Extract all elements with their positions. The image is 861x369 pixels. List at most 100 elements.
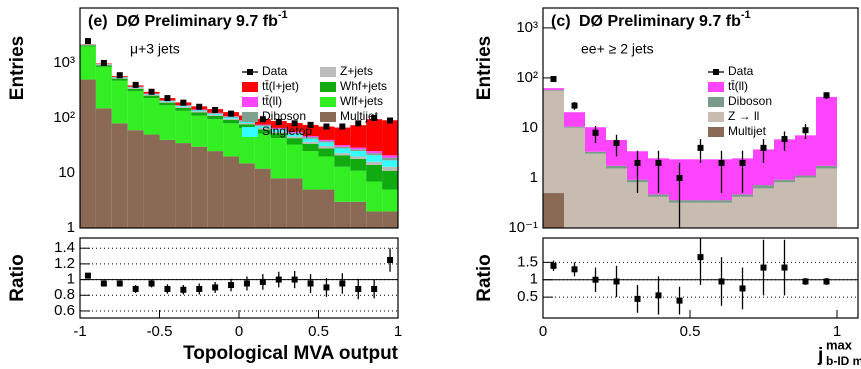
- bar-segment: [816, 165, 838, 169]
- bar-segment: [175, 106, 192, 107]
- bar-segment: [127, 88, 144, 91]
- bar-segment: [302, 137, 319, 139]
- bar-segment: [254, 133, 271, 169]
- bar-segment: [366, 211, 383, 228]
- bar-segment: [334, 155, 351, 167]
- bar-segment: [563, 126, 586, 128]
- bar-segment: [143, 94, 160, 96]
- bar-segment: [80, 44, 96, 46]
- data-point: [781, 136, 788, 143]
- bar-segment: [254, 127, 271, 130]
- legend-swatch: [242, 97, 258, 107]
- bar-segment: [774, 139, 795, 180]
- y-tick-label: 10⁻¹: [508, 219, 538, 236]
- bar-segment: [334, 201, 351, 228]
- data-point: [307, 121, 314, 128]
- bar-segment: [585, 151, 607, 154]
- bar-segment: [254, 129, 271, 134]
- legend-label: Data: [728, 64, 754, 78]
- bar-segment: [223, 156, 239, 228]
- bar-segment: [239, 128, 255, 164]
- panel: 1 10 10² 10³ (e) DØ Preliminary 9.7 fb-1 μ+3 j…: [7, 7, 399, 236]
- bar-segment: [95, 108, 112, 228]
- data-point: [116, 72, 123, 79]
- bar-segment: [366, 153, 383, 156]
- bar-segment: [223, 119, 239, 124]
- bar-segment: [350, 158, 367, 171]
- bar-segment: [270, 178, 287, 228]
- bar-segment: [816, 96, 838, 166]
- x-tick-label: 1: [833, 323, 841, 340]
- panel-label: (e): [88, 13, 108, 30]
- frame: [542, 237, 859, 319]
- bar-segment: [191, 115, 208, 147]
- x-tick-label: 1: [394, 323, 402, 340]
- bar-segment: [175, 110, 192, 144]
- data-point: [676, 297, 683, 304]
- legend-swatch: [708, 82, 724, 92]
- bar-segment: [318, 142, 335, 146]
- bar-segment: [111, 80, 128, 124]
- data-point: [592, 129, 599, 136]
- bar-segment: [286, 132, 303, 135]
- x-axis-title: j: [817, 345, 823, 366]
- y-tick-label: 10: [58, 164, 75, 181]
- legend-swatch: [708, 112, 724, 122]
- data-point: [196, 103, 203, 110]
- bar-segment: [366, 164, 383, 182]
- data-point: [592, 276, 599, 283]
- bar-segment: [350, 125, 367, 148]
- bar-segment: [318, 145, 335, 149]
- data-point: [164, 285, 171, 292]
- title-text: DØ Preliminary 9.7 fb: [116, 13, 278, 30]
- data-point: [228, 282, 235, 289]
- y-tick-label: 10³: [53, 54, 75, 71]
- bar-segment: [239, 123, 255, 125]
- data-point: [655, 292, 662, 299]
- bar-segment: [302, 143, 319, 152]
- bar-segment: [207, 113, 224, 115]
- bar-segment: [270, 127, 287, 129]
- bar-segment: [318, 139, 335, 142]
- bar-segment: [270, 138, 287, 179]
- y-axis-title: Ratio: [7, 254, 28, 302]
- bar-segment: [382, 166, 398, 171]
- data-point: [781, 264, 788, 271]
- bar-segment: [382, 120, 398, 156]
- bar-segment: [223, 123, 239, 157]
- bar-segment: [366, 151, 383, 154]
- bar-segment: [382, 157, 398, 161]
- y-tick-label: 1.4: [54, 239, 75, 256]
- bar-segment: [111, 123, 128, 228]
- data-point: [84, 38, 91, 45]
- legend-label: Singletop: [262, 124, 312, 138]
- data-point: [802, 127, 809, 134]
- bar-segment: [159, 139, 176, 228]
- legend-label: tt̄(ll): [262, 94, 282, 108]
- data-point: [212, 106, 219, 113]
- data-point: [100, 60, 107, 66]
- bar-segment: [175, 105, 192, 107]
- data-point: [371, 285, 378, 292]
- bar-segment: [334, 148, 351, 154]
- legend-label: Multijet: [340, 109, 379, 123]
- bar-segment: [543, 88, 564, 90]
- bar-segment: [207, 115, 224, 120]
- bar-segment: [382, 155, 398, 158]
- bar-segment: [350, 149, 367, 152]
- data-point: [259, 116, 266, 123]
- legend-label: Diboson: [728, 94, 772, 108]
- bar-segment: [286, 136, 303, 139]
- legend-label: Z → ll: [728, 109, 759, 123]
- bar-segment: [302, 138, 319, 142]
- legend-label: Multijet: [728, 124, 767, 138]
- y-tick-label: 10²: [516, 69, 538, 86]
- bar-segment: [647, 194, 670, 197]
- bar-segment: [223, 116, 239, 118]
- bar-segment: [366, 155, 383, 162]
- bar-segment: [302, 136, 319, 138]
- bar-segment: [543, 193, 564, 228]
- data-point: [275, 276, 282, 283]
- bar-segment: [334, 153, 351, 156]
- bar-segment: [254, 168, 271, 228]
